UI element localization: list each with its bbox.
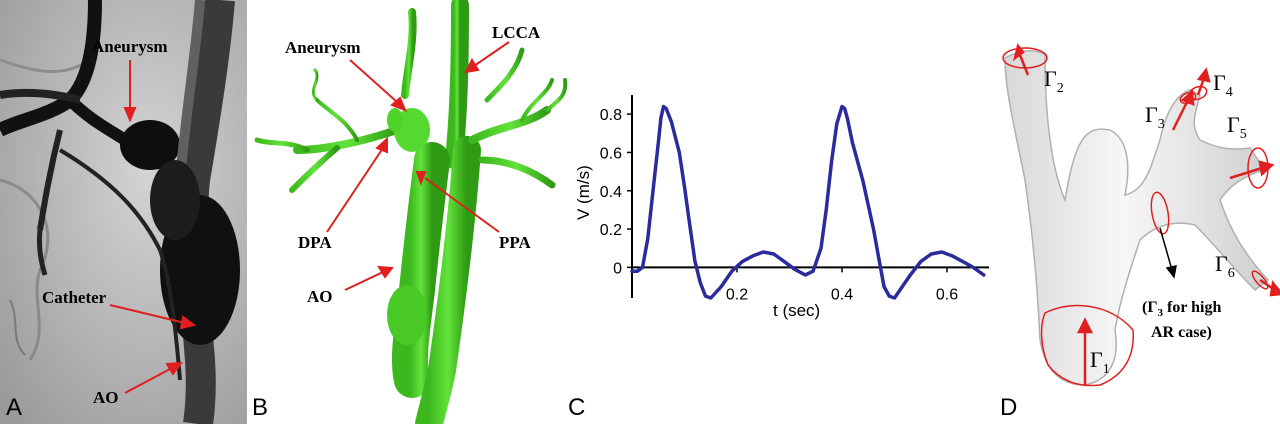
boundary-model-image: Γ2 Γ3 Γ4 Γ5 Γ6 Γ1 (Γ3 for high AR case) bbox=[1002, 43, 1280, 387]
model-dpa-label: DPA bbox=[298, 233, 332, 252]
x-tick-label: 0.6 bbox=[936, 286, 958, 303]
y-tick-label: 0.2 bbox=[600, 222, 622, 239]
gamma-6-label: Γ bbox=[1215, 251, 1228, 276]
note-gamma-sub: 3 bbox=[1158, 307, 1164, 319]
gamma-5-sub: 5 bbox=[1240, 127, 1247, 142]
gamma-labels: Γ2 Γ3 Γ4 Γ5 Γ6 Γ1 bbox=[1044, 66, 1247, 377]
panel-a: Aneurysm Catheter AO A bbox=[0, 0, 247, 424]
x-tick-label: 0.2 bbox=[726, 286, 748, 303]
gamma-3-sub: 3 bbox=[1158, 117, 1165, 132]
chart-x-label: t (sec) bbox=[773, 301, 820, 320]
panel-d: Γ2 Γ3 Γ4 Γ5 Γ6 Γ1 (Γ3 for high AR case) … bbox=[990, 0, 1280, 424]
angio-arrows bbox=[109, 60, 197, 394]
x-tick-label: 0.4 bbox=[831, 286, 853, 303]
chart-y-label: V (m/s) bbox=[577, 165, 593, 220]
svg-text:Γ6: Γ6 bbox=[1215, 251, 1235, 281]
svg-text:Γ5: Γ5 bbox=[1227, 112, 1247, 142]
chart-series bbox=[630, 104, 986, 300]
gamma-3-label: Γ bbox=[1145, 102, 1158, 127]
model-aneurysm-label: Aneurysm bbox=[285, 38, 361, 57]
y-tick-label: 0 bbox=[613, 260, 622, 277]
note-line-1: (Γ3 for high bbox=[1142, 299, 1222, 319]
panel-b: Aneurysm LCCA DPA PPA AO B bbox=[247, 0, 577, 424]
gamma-1-label: Γ bbox=[1090, 347, 1103, 372]
model-lcca-label: LCCA bbox=[492, 23, 541, 42]
note-for-high: for high bbox=[1163, 299, 1221, 316]
panel-d-letter: D bbox=[1000, 394, 1018, 421]
velocity-line bbox=[630, 104, 986, 300]
model-ao-label: AO bbox=[307, 287, 333, 306]
svg-text:Γ2: Γ2 bbox=[1044, 66, 1064, 96]
panel-c-letter: C bbox=[568, 394, 586, 421]
gamma-5-label: Γ bbox=[1227, 112, 1240, 137]
panel-b-letter: B bbox=[252, 394, 269, 421]
boundary-arrows bbox=[1012, 43, 1280, 385]
vessel-model-image: Aneurysm LCCA DPA PPA AO bbox=[254, 0, 568, 424]
chart-axes bbox=[631, 95, 989, 298]
panel-c: 0 0.2 0.4 0.6 0.8 0.2 0.4 0.6 t (sec) V (m/s) C bbox=[568, 0, 990, 424]
angio-aneurysm-label: Aneurysm bbox=[92, 37, 168, 56]
svg-text:Γ4: Γ4 bbox=[1213, 70, 1233, 100]
velocity-chart: 0 0.2 0.4 0.6 0.8 0.2 0.4 0.6 t (sec) V (m/s) bbox=[577, 95, 989, 320]
y-tick-label: 0.8 bbox=[600, 107, 622, 124]
panel-a-letter: A bbox=[6, 394, 23, 421]
angiogram-image: Aneurysm Catheter AO bbox=[0, 0, 247, 424]
y-tick-label: 0.6 bbox=[600, 145, 622, 162]
note-gamma: (Γ bbox=[1142, 299, 1158, 316]
svg-text:Γ3: Γ3 bbox=[1145, 102, 1165, 132]
gamma-1-sub: 1 bbox=[1103, 362, 1110, 377]
gamma-4-label: Γ bbox=[1213, 70, 1226, 95]
angio-catheter-label: Catheter bbox=[42, 288, 107, 307]
gamma-2-label: Γ bbox=[1044, 66, 1057, 91]
model-ppa-label: PPA bbox=[499, 233, 532, 252]
gamma-4-sub: 4 bbox=[1226, 85, 1233, 100]
angio-ao-label: AO bbox=[93, 388, 119, 407]
gamma-2-sub: 2 bbox=[1057, 81, 1064, 96]
gamma-6-sub: 6 bbox=[1228, 266, 1235, 281]
note-line-2: AR case) bbox=[1151, 324, 1212, 341]
y-tick-label: 0.4 bbox=[600, 184, 622, 201]
svg-text:Γ1: Γ1 bbox=[1090, 347, 1110, 377]
chart-ticks: 0 0.2 0.4 0.6 0.8 0.2 0.4 0.6 bbox=[600, 107, 958, 303]
model-arrows bbox=[326, 41, 510, 291]
note-pointer bbox=[1159, 227, 1177, 279]
